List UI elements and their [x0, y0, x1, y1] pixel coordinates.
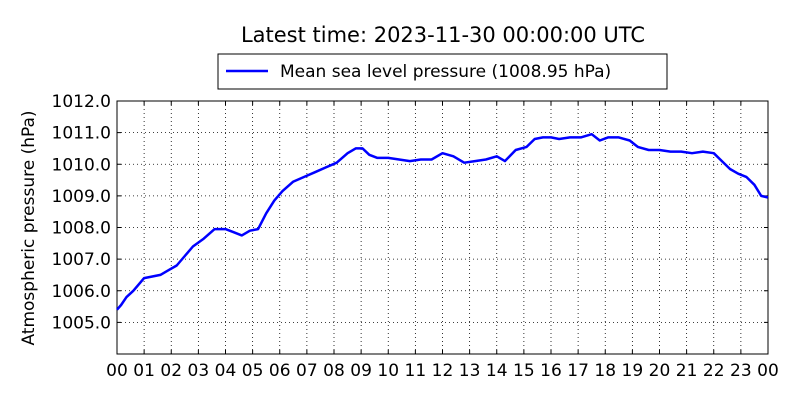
x-tick-label: 23 [730, 361, 752, 381]
x-tick-label: 03 [188, 361, 210, 381]
y-tick-label: 1007.0 [52, 250, 111, 270]
y-tick-label: 1011.0 [52, 124, 111, 144]
y-tick-label: 1006.0 [52, 282, 111, 302]
plot-frame [116, 100, 769, 355]
x-tick-label: 14 [486, 361, 508, 381]
legend-series-label: Mean sea level pressure (1008.95 hPa) [280, 62, 611, 82]
x-tick-label: 01 [133, 361, 155, 381]
y-tick-labels: 1005.0 1006.0 1007.0 1008.0 1009.0 1010.0 1011… [52, 92, 111, 333]
x-tick-label: 11 [405, 361, 427, 381]
x-tick-labels: 00 01 02 03 04 05 06 07 08 09 10 11 12 13 14 15 16 17 18 19… [106, 361, 779, 381]
y-tick-label: 1009.0 [52, 187, 111, 207]
chart-title: Latest time: 2023-11-30 00:00:00 UTC [241, 23, 645, 47]
x-tick-label: 16 [540, 361, 562, 381]
x-tick-label: 19 [622, 361, 644, 381]
legend-box [217, 53, 668, 90]
x-tick-label: 02 [160, 361, 182, 381]
x-tick-label: 20 [649, 361, 671, 381]
x-tick-label: 22 [703, 361, 725, 381]
x-tick-label: 17 [567, 361, 589, 381]
x-tick-label: 15 [513, 361, 535, 381]
x-tick-label: 06 [269, 361, 291, 381]
x-tick-label: 10 [377, 361, 399, 381]
x-tick-label: 21 [676, 361, 698, 381]
y-tick-label: 1005.0 [52, 313, 111, 333]
series-line-mean-sea-level-pressure [116, 132, 769, 311]
x-tick-label: 00 [106, 361, 128, 381]
x-tick-label: 12 [432, 361, 454, 381]
y-axis-label: Atmospheric pressure (hPa) [19, 110, 39, 345]
x-tick-label: 07 [296, 361, 318, 381]
x-tick-label: 13 [459, 361, 481, 381]
x-tick-label: 08 [323, 361, 345, 381]
x-tick-label: 18 [594, 361, 616, 381]
ticks [116, 100, 769, 354]
x-tick-label: 00 [757, 361, 779, 381]
x-tick-label: 04 [215, 361, 237, 381]
legend: Mean sea level pressure (1008.95 hPa) [217, 53, 668, 90]
y-tick-label: 1008.0 [52, 219, 111, 239]
y-tick-label: 1012.0 [52, 92, 111, 112]
x-tick-label: 05 [242, 361, 264, 381]
y-tick-label: 1010.0 [52, 155, 111, 175]
grid [117, 101, 768, 354]
x-tick-label: 09 [350, 361, 372, 381]
